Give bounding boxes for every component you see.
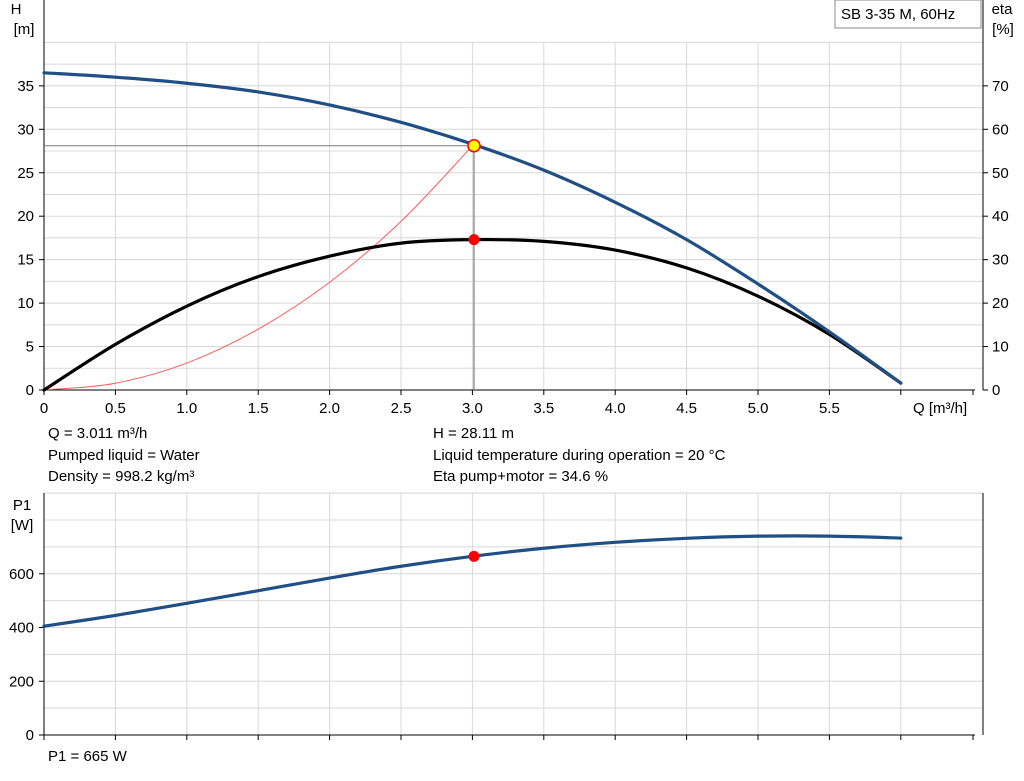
y-tick-label: 5	[26, 339, 34, 356]
y2-tick-label: 20	[992, 295, 1009, 312]
y2-tick-label: 30	[992, 252, 1009, 269]
pump-label-box: SB 3-35 M, 60Hz	[834, 0, 982, 29]
head-duty-marker	[467, 138, 481, 153]
y-tick-label: 35	[17, 78, 34, 95]
system-curve	[43, 145, 473, 391]
y-tick-label: 400	[9, 620, 34, 637]
info-q: Q = 3.011 m³/h	[48, 425, 148, 442]
y2-tick-label: 10	[992, 339, 1009, 356]
x-tick-label: 5.0	[748, 400, 769, 417]
info-h: H = 28.11 m	[433, 425, 515, 442]
x-tick-label: 3.0	[462, 400, 483, 417]
y2-axis-label-eta: eta	[992, 1, 1014, 18]
power-chart-y-ticks: 0 200 400 600	[9, 566, 44, 744]
y-axis-label-p1: P1	[13, 497, 31, 514]
power-chart-grid	[44, 492, 983, 735]
y2-axis-label-eta-unit: [%]	[992, 21, 1014, 38]
power-chart-x-ticks	[43, 735, 974, 740]
x-tick-label: 2.0	[319, 400, 340, 417]
y-tick-label: 15	[17, 252, 34, 269]
y-tick-label: 10	[17, 295, 34, 312]
y-tick-label: 600	[9, 566, 34, 583]
info-p1: P1 = 665 W	[48, 748, 127, 765]
head-chart-markers	[467, 138, 481, 246]
y-tick-label: 200	[9, 673, 34, 690]
head-chart: 0 0.5 1.0 1.5 2.0 2.5 3.0 3.5 4.0 4.5 5.0 5.5 0 5 10 1…	[11, 0, 1014, 417]
power-chart-markers	[468, 550, 480, 562]
x-tick-label: 4.5	[676, 400, 697, 417]
power-chart: 0 200 400 600 P1 [W]	[9, 492, 984, 744]
head-chart-x-ticks: 0 0.5 1.0 1.5 2.0 2.5 3.0 3.5 4.0 4.5 5.0 5.5	[40, 390, 974, 417]
y-axis-label-h-unit: [m]	[14, 21, 35, 38]
info-pumped-liquid: Pumped liquid = Water	[48, 447, 200, 464]
x-tick-label: 4.0	[605, 400, 626, 417]
y2-tick-label: 70	[992, 78, 1009, 95]
head-chart-y-ticks: 0 5 10 15 20 25 30 35	[17, 78, 44, 399]
y2-tick-label: 40	[992, 208, 1009, 225]
info-eta: Eta pump+motor = 34.6 %	[433, 468, 609, 485]
x-tick-label: 1.5	[248, 400, 269, 417]
x-axis-label-q: Q [m³/h]	[913, 400, 967, 417]
pump-label: SB 3-35 M, 60Hz	[841, 6, 955, 23]
x-tick-label: 1.0	[176, 400, 197, 417]
y-tick-label: 0	[26, 382, 34, 399]
y-tick-label: 30	[17, 121, 34, 138]
info-liquid-temperature: Liquid temperature during operation = 20…	[433, 447, 726, 464]
y-axis-label-p1-unit: [W]	[11, 517, 34, 534]
y2-tick-label: 0	[992, 382, 1000, 399]
y2-tick-label: 50	[992, 165, 1009, 182]
y-tick-label: 0	[26, 727, 34, 744]
power-duty-marker	[468, 550, 480, 562]
x-tick-label: 0	[40, 400, 48, 417]
head-chart-y2-ticks: 0 10 20 30 40 50 60 70	[983, 78, 1009, 399]
x-tick-label: 3.5	[533, 400, 554, 417]
y-tick-label: 25	[17, 165, 34, 182]
y2-tick-label: 60	[992, 121, 1009, 138]
y-axis-label-h: H	[11, 1, 22, 18]
y-tick-label: 20	[17, 208, 34, 225]
efficiency-duty-marker	[468, 234, 480, 246]
x-tick-label: 0.5	[105, 400, 126, 417]
info-density: Density = 998.2 kg/m³	[48, 468, 195, 485]
x-tick-label: 2.5	[391, 400, 412, 417]
x-tick-label: 5.5	[819, 400, 840, 417]
